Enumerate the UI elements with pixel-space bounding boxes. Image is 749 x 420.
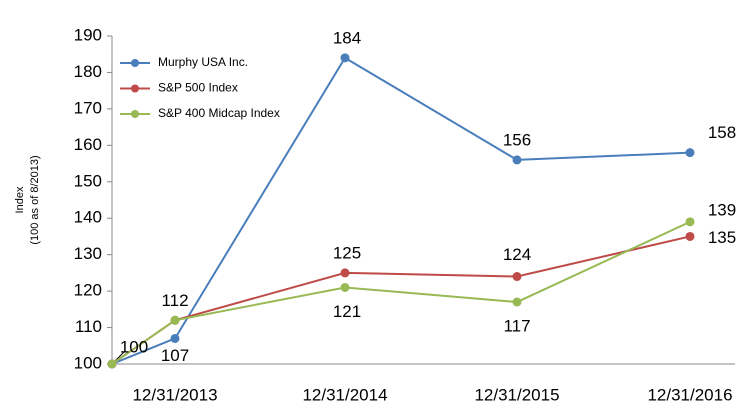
legend-label: Murphy USA Inc.	[158, 55, 248, 69]
y-tick-label: 130	[74, 244, 102, 263]
point	[512, 272, 522, 282]
point	[340, 282, 350, 292]
x-tick-label: 12/31/2016	[647, 385, 732, 404]
point	[340, 53, 350, 63]
legend-marker	[131, 110, 139, 118]
data-label: 121	[333, 302, 361, 321]
data-label: 139	[708, 200, 736, 219]
y-label: Index	[14, 186, 26, 213]
point	[107, 359, 117, 369]
y-tick-label: 160	[74, 135, 102, 154]
y-tick-label: 150	[74, 171, 102, 190]
y-axis-title: Index (100 as of 8/2013)	[14, 155, 41, 244]
point	[170, 333, 180, 343]
y-tick-label: 180	[74, 62, 102, 81]
y-tick-label: 140	[74, 208, 102, 227]
legend-marker	[131, 59, 139, 67]
series-line	[111, 220, 691, 365]
y-tick-label: 110	[75, 317, 102, 336]
point	[170, 315, 180, 325]
point	[685, 231, 695, 241]
data-label: 158	[708, 123, 736, 142]
y-tick-label: 170	[74, 98, 102, 117]
data-label: 117	[503, 317, 530, 336]
y-tick-label: 190	[74, 25, 102, 44]
legend-label: S&P 400 Midcap Index	[158, 106, 280, 120]
legend-label: S&P 500 Index	[158, 81, 238, 95]
point	[685, 217, 695, 227]
data-label: 107	[161, 346, 189, 365]
point	[340, 268, 350, 278]
point	[512, 155, 522, 165]
y-tick-label: 100	[74, 353, 102, 372]
data-label: 184	[333, 28, 361, 47]
data-label: 112	[161, 291, 188, 310]
x-tick-label: 12/31/2015	[474, 385, 559, 404]
data-label: 156	[503, 130, 531, 149]
point	[512, 297, 522, 307]
x-tick-label: 12/31/2013	[132, 385, 217, 404]
data-label: 135	[708, 228, 736, 247]
legend-marker	[131, 84, 139, 93]
point	[685, 148, 695, 158]
data-label: 100	[120, 337, 148, 356]
data-label: 124	[503, 245, 531, 264]
series-line	[111, 56, 691, 365]
y-tick-label: 120	[74, 281, 102, 300]
y-label-note: (100 as of 8/2013)	[29, 155, 41, 244]
data-label: 125	[333, 243, 361, 262]
x-tick-label: 12/31/2014	[302, 385, 387, 404]
